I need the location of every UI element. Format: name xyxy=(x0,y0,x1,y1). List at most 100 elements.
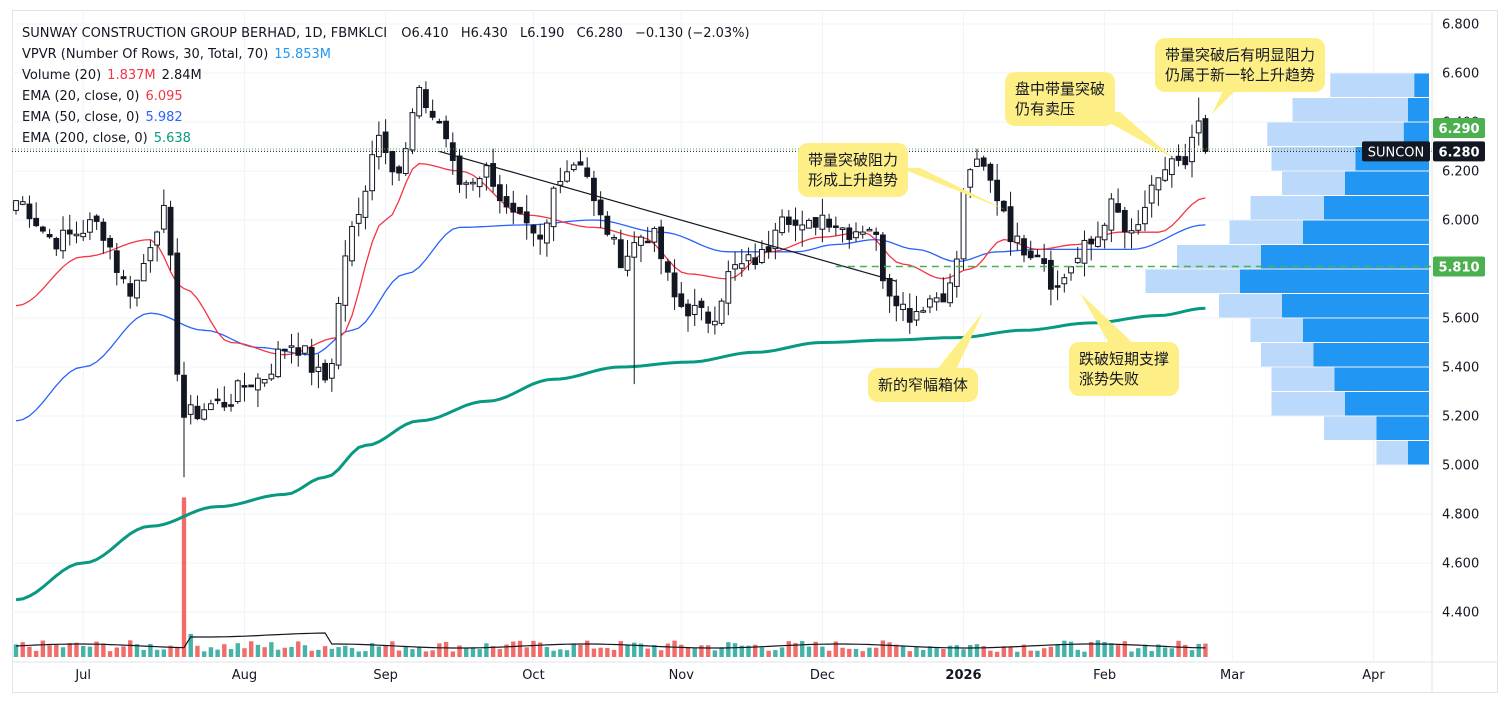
volume-bar xyxy=(1189,650,1195,657)
symbol-badge xyxy=(1362,141,1430,162)
volume-bar xyxy=(531,640,536,657)
volume-bar xyxy=(860,651,865,657)
candle-body xyxy=(241,385,248,388)
legend-volume[interactable]: Volume (20) 1.837M 2.84M xyxy=(22,65,750,86)
legend-ema200[interactable]: EMA (200, close, 0) 5.638 xyxy=(22,128,750,149)
vpvr-row-down xyxy=(1271,392,1345,416)
volume-bar xyxy=(40,640,46,657)
candle-body xyxy=(906,308,913,323)
candle-body xyxy=(423,89,429,108)
candle-body xyxy=(927,298,933,308)
legend-ema50[interactable]: EMA (50, close, 0) 5.982 xyxy=(22,107,750,128)
vpvr-row-down xyxy=(1229,220,1303,244)
candle-body xyxy=(826,218,833,228)
volume-bar xyxy=(1176,640,1181,657)
ohlc-open: O6.410 xyxy=(401,26,449,41)
candle-body xyxy=(174,252,181,375)
volume-bar xyxy=(1203,643,1208,657)
volume-bar xyxy=(47,645,52,657)
chart-frame xyxy=(12,10,1498,693)
candle-body xyxy=(483,165,490,178)
volume-bar xyxy=(511,641,516,657)
vpvr-row-down xyxy=(1271,367,1335,391)
candle-body xyxy=(859,231,866,235)
candle-body xyxy=(375,134,382,158)
candle-body xyxy=(792,219,799,226)
vpvr-row-up xyxy=(1345,171,1429,195)
candle-body xyxy=(167,206,174,256)
legend-symbol-row[interactable]: SUNWAY CONSTRUCTION GROUP BERHAD, 1D, FB… xyxy=(22,23,750,44)
volume-bar xyxy=(611,649,617,657)
legend-ema20[interactable]: EMA (20, close, 0) 6.095 xyxy=(22,86,750,107)
candle-body xyxy=(463,182,470,185)
volume-bar xyxy=(558,649,563,657)
note-after-breakout[interactable]: 带量突破后有明显阻力 仍属于新一轮上升趋势 xyxy=(1155,38,1326,92)
candle-body xyxy=(496,184,503,202)
candle-body xyxy=(745,254,752,262)
legend-vpvr[interactable]: VPVR (Number Of Rows, 30, Total, 70) 15.8… xyxy=(22,44,750,65)
candle-body xyxy=(1074,257,1081,264)
candle-body xyxy=(691,304,698,315)
candle-body xyxy=(718,300,725,324)
volume-bar xyxy=(739,645,744,657)
vpvr-row-down xyxy=(1292,98,1408,122)
volume-bar xyxy=(779,647,785,657)
volume-bar xyxy=(107,651,113,657)
volume-bar xyxy=(726,642,731,657)
note-breakout-resistance[interactable]: 带量突破阻力 形成上升趋势 xyxy=(798,143,909,197)
volume-bar xyxy=(1183,644,1188,657)
volume-bar xyxy=(484,643,489,657)
volume-bar xyxy=(181,497,187,657)
volume-bar xyxy=(632,642,637,657)
volume-bar xyxy=(101,643,106,657)
candle-body xyxy=(638,236,644,246)
volume-bar xyxy=(1162,647,1168,657)
price-axis-badge-value: 6.290 xyxy=(1438,122,1479,137)
volume-bar xyxy=(322,646,328,657)
candle-body xyxy=(39,226,46,232)
note-intraday-breakout[interactable]: 盘中带量突破 仍有卖压 xyxy=(1005,72,1116,126)
volume-bar xyxy=(847,648,852,657)
candle-body xyxy=(732,264,738,270)
candle-body xyxy=(396,166,402,174)
note-narrow-box[interactable]: 新的窄幅箱体 xyxy=(868,368,979,402)
volume-ma-value: 1.837M xyxy=(107,68,156,83)
vpvr-row-down xyxy=(1282,171,1345,195)
ohlc-change: −0.130 (−2.03%) xyxy=(635,26,750,41)
candle-body xyxy=(617,239,624,269)
volume-bar xyxy=(1142,644,1148,657)
candle-body xyxy=(107,237,113,248)
candle-body xyxy=(866,228,873,232)
candle-body xyxy=(799,224,806,231)
note-support-break[interactable]: 跌破短期支撑 涨势失败 xyxy=(1069,342,1180,396)
candle-body xyxy=(127,283,134,297)
time-tick-label: Sep xyxy=(373,668,398,683)
candle-body xyxy=(893,295,900,307)
candle-body xyxy=(1027,250,1034,259)
volume-bar xyxy=(188,633,193,657)
volume-bar xyxy=(477,649,482,657)
volume-bar xyxy=(598,647,603,657)
candle-body xyxy=(1081,239,1088,264)
trend-line xyxy=(439,150,897,282)
candle-body xyxy=(322,362,329,381)
volume-bar xyxy=(1169,648,1175,657)
volume-bar xyxy=(148,643,153,657)
volume-bar xyxy=(1089,642,1094,657)
volume-bar xyxy=(343,645,348,657)
candle-body xyxy=(53,238,60,250)
volume-bar xyxy=(1008,646,1013,657)
candle-body xyxy=(228,404,234,407)
vpvr-row-down xyxy=(1376,441,1408,465)
volume-bar xyxy=(161,649,167,657)
vpvr-row-up xyxy=(1408,441,1429,465)
volume-bar xyxy=(692,647,697,657)
candle-body xyxy=(429,110,436,118)
volume-bar xyxy=(67,643,72,657)
candle-body xyxy=(335,302,342,366)
candle-body xyxy=(1115,203,1121,213)
time-tick-label: 2026 xyxy=(945,668,981,683)
candle-body xyxy=(1175,155,1182,161)
vpvr-row-down xyxy=(1250,318,1303,342)
